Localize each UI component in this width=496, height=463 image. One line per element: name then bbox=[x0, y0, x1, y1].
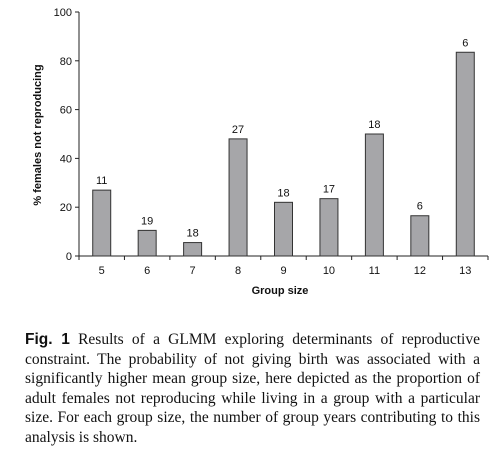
x-tick-label: 13 bbox=[459, 265, 471, 277]
bar-value-label: 18 bbox=[277, 187, 289, 199]
bar bbox=[228, 138, 248, 257]
x-axis: 5 6 7 8 9 10 11 12 13 bbox=[78, 255, 489, 277]
x-tick-label: 9 bbox=[280, 265, 286, 277]
figure-caption: Fig. 1 Results of a GLMM exploring deter… bbox=[25, 330, 480, 447]
bar-value-labels: 11 19 18 27 18 17 18 6 6 bbox=[96, 37, 468, 239]
bar bbox=[274, 201, 293, 257]
bar bbox=[92, 189, 112, 257]
y-axis-title: % females not reproducing bbox=[32, 64, 44, 205]
bar bbox=[137, 229, 157, 257]
bar-value-label: 6 bbox=[417, 201, 423, 213]
y-tick-label: 20 bbox=[60, 202, 72, 214]
caption-text: Results of a GLMM exploring determinants… bbox=[25, 331, 480, 446]
x-tick-label: 6 bbox=[144, 265, 150, 277]
y-tick-label: 100 bbox=[54, 7, 72, 19]
figure-label: Fig. 1 bbox=[25, 331, 70, 348]
x-tick-label: 7 bbox=[190, 265, 196, 277]
bar bbox=[410, 215, 430, 257]
bar-value-label: 6 bbox=[462, 37, 468, 49]
x-tick-label: 5 bbox=[99, 265, 105, 277]
bar bbox=[364, 133, 384, 257]
bar-value-label: 18 bbox=[368, 119, 380, 131]
y-tick-label: 60 bbox=[60, 105, 72, 117]
y-axis: 0 20 40 60 80 100 bbox=[54, 7, 80, 263]
x-tick-label: 10 bbox=[323, 265, 335, 277]
x-axis-title: Group size bbox=[252, 285, 309, 297]
bar-value-label: 18 bbox=[186, 228, 198, 240]
bar bbox=[183, 242, 203, 257]
bar-value-label: 27 bbox=[232, 124, 244, 136]
y-tick-label: 40 bbox=[60, 153, 72, 165]
bars bbox=[92, 51, 475, 257]
x-tick-label: 11 bbox=[369, 265, 380, 277]
bar bbox=[319, 198, 339, 257]
x-tick-label: 12 bbox=[414, 265, 426, 277]
y-tick-label: 0 bbox=[66, 251, 72, 263]
bar-value-label: 11 bbox=[96, 175, 107, 187]
bar-value-label: 17 bbox=[323, 184, 335, 196]
y-tick-label: 80 bbox=[60, 56, 72, 68]
x-tick-label: 8 bbox=[235, 265, 241, 277]
bar-value-label: 19 bbox=[141, 215, 153, 227]
bar bbox=[455, 51, 475, 257]
